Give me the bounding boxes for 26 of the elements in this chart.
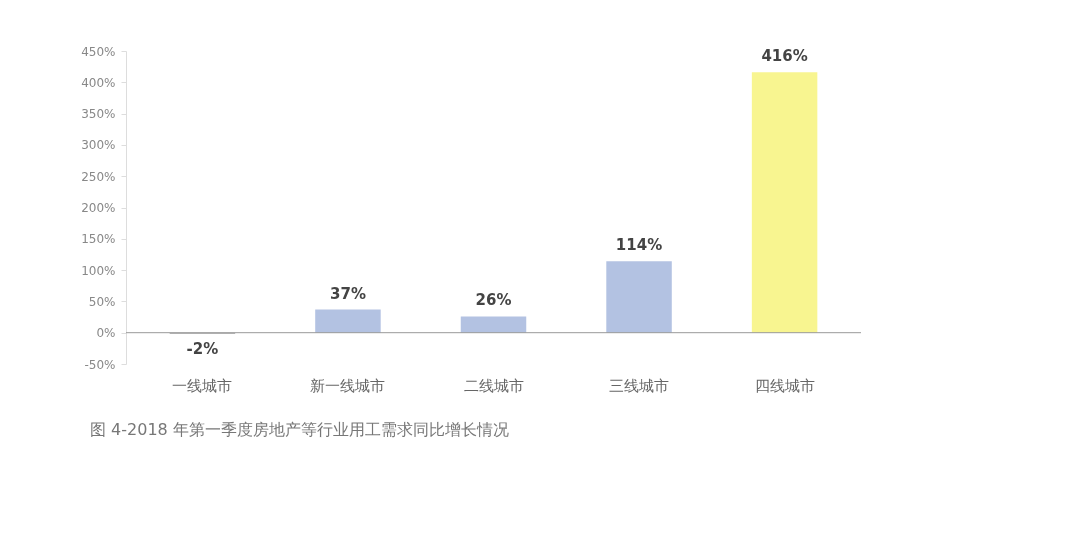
bar <box>460 316 527 333</box>
y-tick-label: 400% <box>81 75 116 90</box>
y-tick-label: 50% <box>88 294 116 309</box>
x-tick-label: 一线城市 <box>172 376 233 395</box>
y-tick-label: 150% <box>81 232 116 247</box>
y-tick-label: 450% <box>81 44 116 59</box>
y-tick-label: 300% <box>81 138 116 153</box>
y-tick-label: 0% <box>96 326 116 341</box>
data-label: 37% <box>330 284 366 303</box>
caption: 图 4-2018 年第一季度房地产等行业用工需求同比增长情况 <box>90 420 509 441</box>
bar <box>751 72 818 333</box>
data-label: 114% <box>615 236 663 255</box>
x-tick-label: 新一线城市 <box>310 376 386 395</box>
y-tick-label: -50% <box>84 357 116 372</box>
data-label: -2% <box>186 339 219 358</box>
data-label: 416% <box>761 47 808 66</box>
y-tick-label: 100% <box>81 263 116 278</box>
y-tick-label: 250% <box>81 169 116 184</box>
y-tick-label: 350% <box>81 107 116 122</box>
data-label: 26% <box>475 291 512 310</box>
bar <box>315 309 381 333</box>
y-tick-label: 200% <box>81 201 116 215</box>
bar <box>606 261 672 333</box>
x-tick-label: 四线城市 <box>754 376 815 395</box>
x-tick-label: 三线城市 <box>609 376 670 395</box>
x-tick-label: 二线城市 <box>463 376 524 395</box>
